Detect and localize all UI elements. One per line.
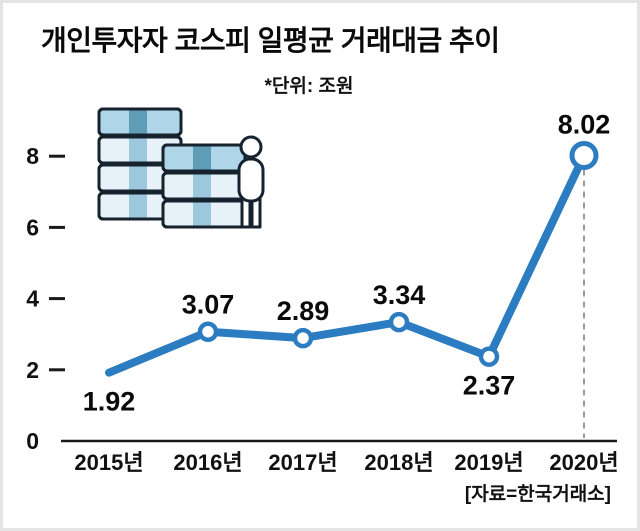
series-line [105, 151, 588, 377]
source-label: [자료=한국거래소] [464, 484, 611, 505]
data-point [478, 346, 500, 367]
x-axis-label: 2019년 [454, 450, 523, 475]
y-tick-label: 6 [26, 214, 39, 240]
value-label: 2.89 [277, 296, 330, 326]
x-axis-label: 2015년 [74, 450, 143, 475]
unit-label: *단위: 조원 [264, 76, 354, 97]
banknote-band [193, 145, 211, 171]
y-tick-label: 4 [26, 286, 39, 312]
value-label: 3.34 [373, 280, 426, 310]
banknote-band [129, 193, 147, 219]
y-tick-label: 8 [26, 143, 39, 169]
y-tick-label: 0 [26, 428, 39, 454]
value-label: 1.92 [83, 387, 136, 417]
value-label: 3.07 [182, 290, 235, 320]
data-point [388, 311, 410, 333]
data-point [292, 327, 314, 349]
money-stacks-illustration [97, 107, 265, 229]
banknote-band [129, 109, 147, 135]
x-axis-label: 2016년 [173, 450, 242, 475]
investor-figure-icon [237, 135, 265, 229]
money-stacks-group [97, 107, 247, 229]
banknote-band [193, 173, 211, 199]
y-tick-label: 2 [26, 357, 39, 383]
banknote-band [193, 201, 211, 227]
data-point [197, 321, 219, 342]
x-axis-label: 2017년 [268, 450, 337, 475]
value-label: 8.02 [558, 109, 611, 139]
chart-title: 개인투자자 코스피 일평균 거래대금 추이 [41, 25, 500, 56]
x-axis-label: 2020년 [549, 450, 618, 475]
banknote-outline [97, 107, 183, 137]
figure-body [237, 157, 265, 203]
banknote-band [129, 165, 147, 191]
x-axis-label: 2018년 [364, 450, 433, 475]
banknote-outline [161, 143, 247, 173]
line-chart: 0 2 4 6 8 1.92 3.07 2.89 3.34 2.37 8.02 2015년 2016년 2… [26, 109, 618, 475]
value-label: 2.37 [463, 371, 516, 401]
data-point-highlight [569, 140, 599, 170]
banknote-band [129, 137, 147, 163]
figure-head [239, 135, 263, 159]
